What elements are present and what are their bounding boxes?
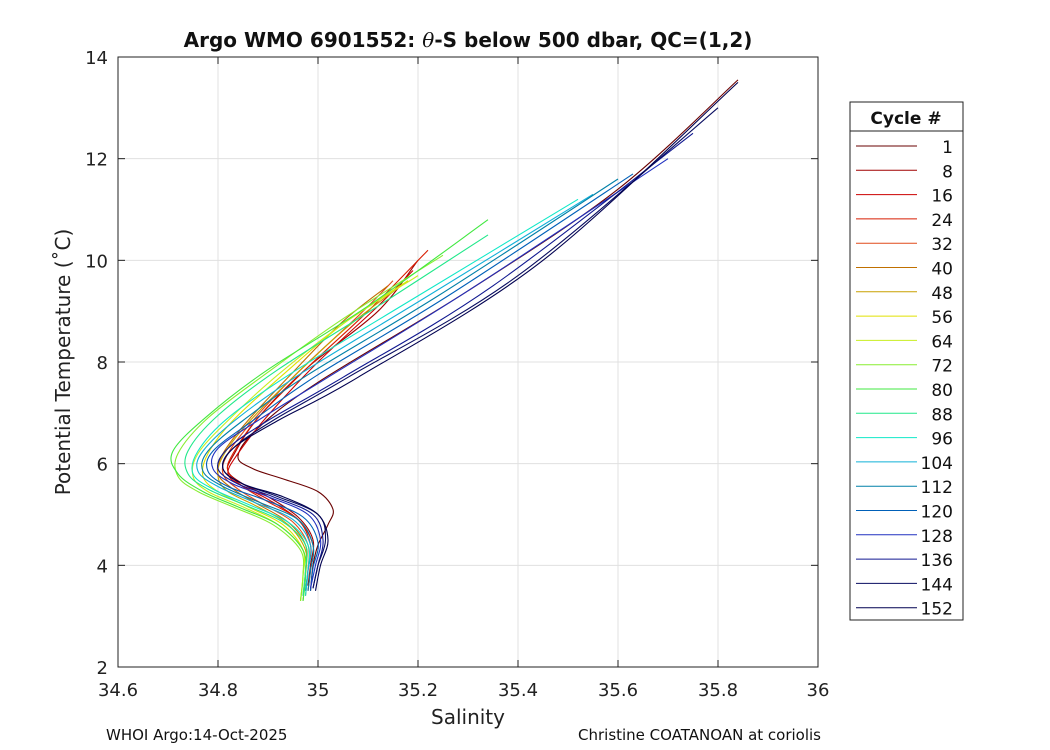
series-line-cycle-88 bbox=[184, 234, 489, 596]
legend-label-16: 16 bbox=[931, 187, 953, 207]
x-tick-label: 35.8 bbox=[698, 680, 738, 701]
legend-label-80: 80 bbox=[931, 381, 953, 401]
series-lines bbox=[170, 79, 739, 601]
legend: Cycle # 1 8 16 24 32 40 48 56 64 72 80 88 96 104 112 12… bbox=[849, 101, 964, 621]
title-suffix: -S below 500 dbar, QC=(1,2) bbox=[434, 28, 752, 52]
legend-label-48: 48 bbox=[931, 284, 953, 304]
y-tick-label: 14 bbox=[85, 48, 108, 69]
series-line-cycle-104 bbox=[196, 193, 594, 591]
x-tick-label: 35 bbox=[307, 680, 330, 701]
x-axis-ticks: 34.6 34.8 35 35.2 35.4 35.6 35.8 36 bbox=[98, 57, 829, 701]
legend-label-56: 56 bbox=[931, 308, 953, 328]
series-line-cycle-96 bbox=[191, 198, 579, 596]
y-tick-label: 8 bbox=[97, 353, 108, 374]
series-line-cycle-112 bbox=[201, 178, 619, 591]
legend-label-40: 40 bbox=[931, 260, 953, 280]
x-tick-label: 35.2 bbox=[398, 680, 438, 701]
legend-label-144: 144 bbox=[921, 575, 953, 595]
y-tick-label: 4 bbox=[97, 556, 108, 577]
legend-label-96: 96 bbox=[931, 430, 953, 450]
legend-label-24: 24 bbox=[931, 211, 953, 231]
title-prefix: Argo WMO 6901552: bbox=[184, 28, 423, 52]
x-tick-label: 36 bbox=[807, 680, 830, 701]
legend-label-72: 72 bbox=[931, 357, 953, 377]
title-theta: θ bbox=[422, 28, 434, 52]
y-tick-label: 12 bbox=[85, 150, 108, 171]
legend-label-112: 112 bbox=[921, 478, 953, 498]
x-axis-label: Salinity bbox=[431, 705, 505, 729]
series-line-cycle-80 bbox=[170, 219, 489, 601]
legend-label-152: 152 bbox=[921, 600, 953, 620]
legend-label-1: 1 bbox=[942, 138, 953, 158]
legend-title: Cycle # bbox=[870, 109, 941, 129]
legend-label-120: 120 bbox=[921, 503, 953, 523]
series-line-cycle-128 bbox=[210, 158, 669, 589]
series-line-cycle-152 bbox=[222, 81, 739, 591]
series-line-cycle-136 bbox=[217, 132, 694, 589]
legend-label-32: 32 bbox=[931, 235, 953, 255]
x-tick-label: 35.6 bbox=[598, 680, 638, 701]
footer-left: WHOI Argo:14-Oct-2025 bbox=[106, 726, 288, 744]
legend-label-128: 128 bbox=[921, 527, 953, 547]
y-axis-label: Potential Temperature (˚C) bbox=[51, 229, 75, 496]
legend-label-88: 88 bbox=[931, 405, 953, 425]
y-tick-label: 10 bbox=[85, 251, 108, 272]
legend-label-104: 104 bbox=[921, 454, 953, 474]
legend-box bbox=[849, 101, 964, 621]
footer-right: Christine COATANOAN at coriolis bbox=[578, 726, 821, 744]
legend-label-8: 8 bbox=[942, 162, 953, 182]
y-tick-label: 6 bbox=[97, 455, 108, 476]
legend-items: 1 8 16 24 32 40 48 56 64 72 80 88 96 104 112 120 128 136 1… bbox=[856, 138, 953, 620]
y-tick-label: 2 bbox=[97, 658, 108, 679]
chart-title: Argo WMO 6901552: θ-S below 500 dbar, QC… bbox=[184, 28, 753, 52]
x-tick-label: 34.8 bbox=[198, 680, 238, 701]
y-axis-ticks: 2 4 6 8 10 12 14 bbox=[85, 48, 818, 679]
x-tick-label: 35.4 bbox=[498, 680, 538, 701]
legend-label-64: 64 bbox=[931, 332, 953, 352]
x-tick-label: 34.6 bbox=[98, 680, 138, 701]
series-line-cycle-120 bbox=[205, 173, 634, 591]
legend-label-136: 136 bbox=[921, 551, 953, 571]
